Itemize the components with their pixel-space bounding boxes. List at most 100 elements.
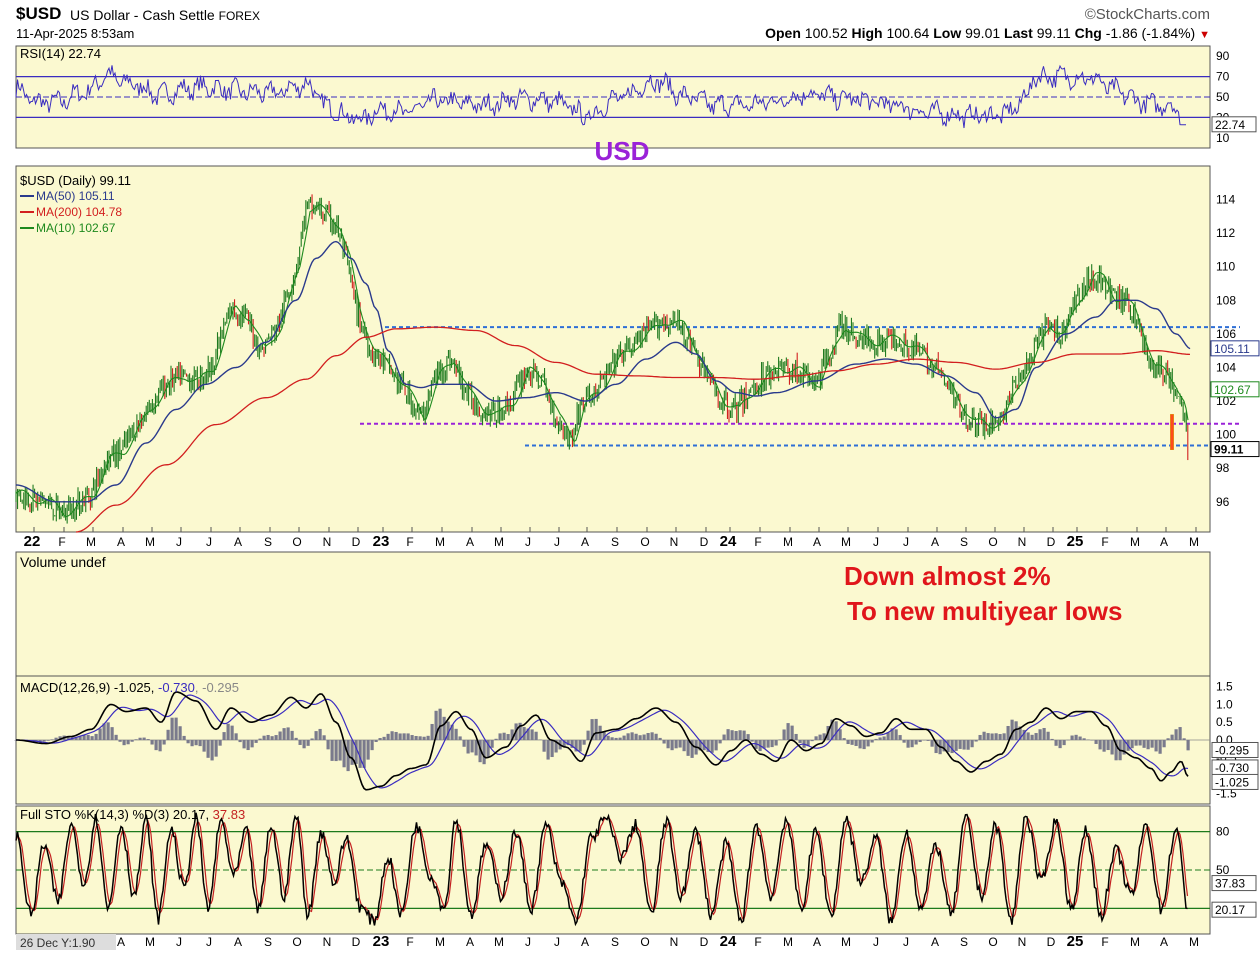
macd-histogram-bar bbox=[1150, 740, 1154, 748]
macd-histogram-bar bbox=[562, 740, 566, 747]
macd-histogram-bar bbox=[918, 740, 922, 743]
rsi-tick-50: 50 bbox=[1216, 90, 1230, 104]
macd-histogram-bar bbox=[530, 729, 534, 740]
price-value-tag-0-box bbox=[1210, 340, 1260, 357]
sto-legend-part-1: 37.83 bbox=[213, 807, 246, 822]
x-label-27: A bbox=[813, 535, 821, 549]
ma10-legend: MA(10) 102.67 bbox=[36, 221, 116, 235]
macd-histogram-bar bbox=[1058, 740, 1062, 749]
macd-histogram-bar bbox=[290, 730, 294, 740]
price-value-tag-1-box bbox=[1210, 381, 1260, 398]
macd-histogram-bar bbox=[666, 740, 670, 749]
bottom-x-label-10: N bbox=[323, 935, 332, 949]
macd-histogram-bar bbox=[446, 721, 450, 740]
macd-histogram-bar bbox=[306, 740, 310, 746]
macd-histogram-bar bbox=[38, 740, 42, 742]
macd-histogram-bar bbox=[734, 731, 738, 740]
macd-histogram-bar bbox=[906, 740, 910, 748]
macd-signal-line bbox=[16, 694, 1189, 789]
x-label-6: J bbox=[206, 535, 212, 549]
last-candle bbox=[1170, 414, 1174, 450]
macd-histogram-bar bbox=[858, 740, 862, 749]
macd-histogram-bar bbox=[1174, 729, 1178, 740]
high-value: 100.64 bbox=[886, 25, 930, 41]
rsi-last-value: 22.74 bbox=[1215, 118, 1245, 132]
macd-histogram-bar bbox=[378, 738, 382, 740]
macd-histogram-bar bbox=[958, 740, 962, 749]
x-label-2: M bbox=[86, 535, 96, 549]
macd-histogram-bar bbox=[902, 740, 906, 743]
macd-tick-1: 1.0 bbox=[1216, 697, 1233, 711]
macd-histogram-bar bbox=[310, 738, 314, 740]
macd-legend-part-1: -0.730 bbox=[158, 680, 195, 695]
bottom-x-label-17: J bbox=[525, 935, 531, 949]
x-label-25: F bbox=[754, 535, 761, 549]
macd-histogram-bar bbox=[106, 722, 110, 740]
x-label-13: F bbox=[406, 535, 413, 549]
rsi-line bbox=[15, 64, 1186, 129]
macd-histogram-bar bbox=[630, 732, 634, 740]
macd-histogram-bar bbox=[998, 734, 1002, 740]
macd-histogram-bar bbox=[354, 740, 358, 764]
macd-histogram-bar bbox=[114, 734, 118, 740]
x-label-9: O bbox=[292, 535, 301, 549]
macd-histogram-bar bbox=[526, 728, 530, 740]
macd-histogram-bar bbox=[546, 740, 550, 760]
bottom-x-label-40: M bbox=[1189, 935, 1199, 949]
macd-histogram-bar bbox=[242, 740, 246, 749]
macd-histogram-bar bbox=[370, 740, 374, 751]
macd-histogram-bar bbox=[662, 740, 666, 744]
x-label-23: D bbox=[700, 535, 709, 549]
macd-histogram-bar bbox=[942, 740, 946, 752]
macd-histogram-bar bbox=[722, 734, 726, 740]
macd-histogram-bar bbox=[286, 727, 290, 740]
macd-histogram-bar bbox=[414, 736, 418, 740]
x-label-40: M bbox=[1189, 535, 1199, 549]
macd-histogram-bar bbox=[66, 735, 70, 740]
macd-histogram-bar bbox=[986, 733, 990, 740]
x-label-22: N bbox=[670, 535, 679, 549]
x-label-12: 23 bbox=[373, 533, 390, 550]
x-label-10: N bbox=[323, 535, 332, 549]
macd-value-tag-0: -0.295 bbox=[1215, 743, 1249, 757]
macd-histogram-bar bbox=[550, 740, 554, 758]
macd-histogram-bar bbox=[518, 722, 522, 740]
macd-histogram-bar bbox=[126, 740, 130, 745]
price-tick-108: 108 bbox=[1216, 293, 1236, 307]
macd-histogram-bar bbox=[690, 740, 694, 758]
macd-histogram-bar bbox=[1114, 740, 1118, 761]
macd-histogram-bar bbox=[870, 740, 874, 743]
macd-histogram-bar bbox=[442, 716, 446, 740]
macd-histogram-bar bbox=[1134, 740, 1138, 746]
macd-histogram-bar bbox=[1178, 727, 1182, 740]
price-value-tag-1: 102.67 bbox=[1214, 383, 1251, 397]
macd-histogram-bar bbox=[570, 740, 574, 748]
macd-histogram-bar bbox=[914, 740, 918, 745]
macd-histogram-bar bbox=[898, 735, 902, 740]
last-value: 99.11 bbox=[1036, 25, 1071, 41]
price-tick-104: 104 bbox=[1216, 360, 1236, 374]
macd-histogram-bar bbox=[574, 740, 578, 752]
bottom-x-label-26: M bbox=[783, 935, 793, 949]
macd-histogram-bar bbox=[458, 736, 462, 740]
macd-histogram-bar bbox=[482, 740, 486, 765]
macd-histogram-bar bbox=[642, 734, 646, 740]
macd-histogram-bar bbox=[366, 740, 370, 760]
volume-panel bbox=[15, 551, 1211, 677]
bottom-x-label-35: D bbox=[1047, 935, 1056, 949]
brand: ©StockCharts.com bbox=[1084, 6, 1210, 23]
macd-histogram-bar bbox=[566, 740, 570, 746]
macd-histogram-bar bbox=[218, 740, 222, 746]
x-label-39: A bbox=[1160, 535, 1168, 549]
macd-histogram-bar bbox=[794, 733, 798, 740]
price-value-tag-2-box bbox=[1210, 441, 1260, 458]
macd-histogram-bar bbox=[338, 740, 342, 761]
macd-tick-2: 0.5 bbox=[1216, 715, 1233, 729]
bottom-x-label-22: N bbox=[670, 935, 679, 949]
macd-histogram-bar bbox=[538, 739, 542, 740]
bottom-x-label-32: S bbox=[960, 935, 968, 949]
macd-histogram-bar bbox=[1086, 739, 1090, 740]
macd-histogram-bar bbox=[554, 740, 558, 753]
macd-histogram-bar bbox=[234, 733, 238, 740]
macd-histogram-bar bbox=[214, 740, 218, 757]
